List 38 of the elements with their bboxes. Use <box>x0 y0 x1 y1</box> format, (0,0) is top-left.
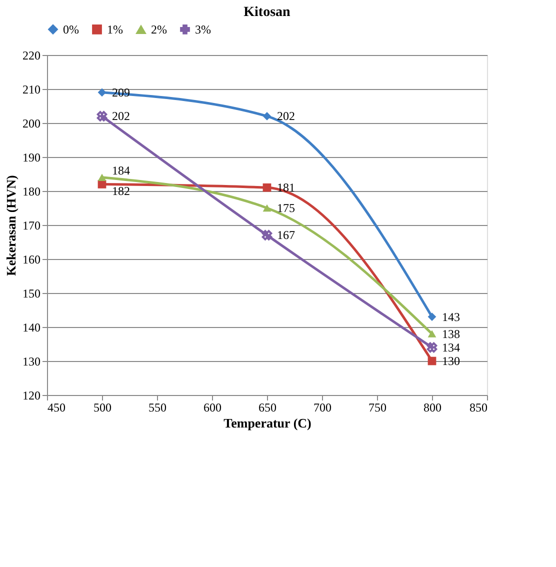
y-tick-label: 130 <box>22 354 40 368</box>
data-label: 130 <box>442 354 460 368</box>
data-label: 202 <box>112 109 130 124</box>
x-tick-label: 600 <box>204 400 222 414</box>
chart-title: Kitosan <box>244 5 291 20</box>
x-tick-label: 700 <box>314 400 332 414</box>
legend-label: 3% <box>195 22 211 36</box>
data-label: 143 <box>442 310 460 324</box>
y-tick-label: 160 <box>22 252 40 266</box>
x-tick-label: 800 <box>424 400 442 414</box>
x-tick-label: 750 <box>368 400 386 414</box>
data-label: 182 <box>112 184 130 198</box>
x-tick-label: 850 <box>470 400 488 414</box>
data-label: 134 <box>442 340 460 354</box>
data-label: 167 <box>277 228 295 242</box>
y-tick-label: 180 <box>22 184 40 198</box>
y-tick-label: 170 <box>22 218 40 232</box>
legend-label: 1% <box>107 22 123 36</box>
data-label: 138 <box>442 326 460 341</box>
y-axis-title: Kekerasan (HVN) <box>4 175 18 276</box>
y-tick-label: 220 <box>22 48 40 62</box>
data-label: 181 <box>277 180 295 195</box>
x-tick-label: 550 <box>148 400 166 414</box>
x-tick-label: 650 <box>258 400 276 414</box>
y-tick-label: 210 <box>22 82 40 96</box>
data-label: 202 <box>277 109 295 124</box>
y-tick-label: 190 <box>22 150 40 164</box>
x-tick-label: 500 <box>94 400 112 414</box>
x-axis-title: Temperatur (C) <box>224 416 312 430</box>
data-label: 175 <box>277 201 295 215</box>
x-tick-label: 450 <box>48 400 66 414</box>
legend-label: 2% <box>151 22 167 37</box>
data-label: 184 <box>112 163 130 178</box>
legend-label: 0% <box>63 22 79 36</box>
y-tick-label: 120 <box>22 388 40 402</box>
y-tick-label: 150 <box>22 286 40 300</box>
y-tick-label: 140 <box>22 320 40 334</box>
y-tick-label: 200 <box>22 116 40 130</box>
